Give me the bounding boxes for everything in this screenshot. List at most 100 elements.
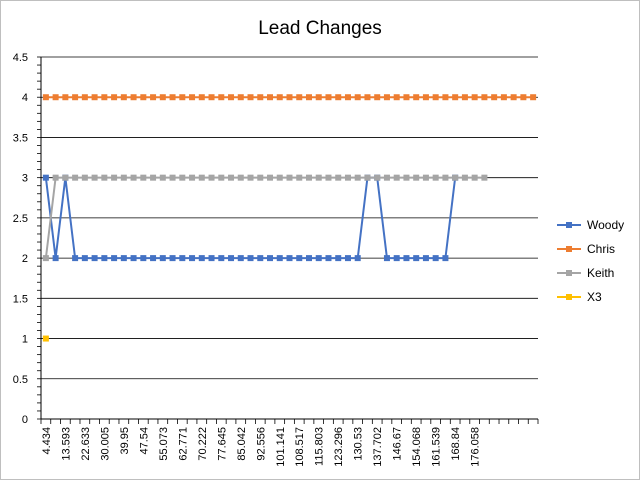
data-point (325, 174, 332, 181)
data-point (140, 255, 147, 262)
x-tick-label: 70.222 (197, 427, 209, 461)
data-point (81, 255, 88, 262)
data-point (62, 94, 69, 101)
data-point (42, 335, 49, 342)
data-point (81, 94, 88, 101)
data-point (267, 94, 274, 101)
data-point (189, 255, 196, 262)
data-point (374, 94, 381, 101)
x-tick-label: 4.434 (41, 427, 53, 455)
data-point (101, 174, 108, 181)
data-point (81, 174, 88, 181)
x-tick-label: 168.84 (450, 427, 462, 461)
series-x3 (42, 335, 49, 342)
data-point (403, 255, 410, 262)
legend: Woody Chris Keith X3 (557, 218, 624, 304)
data-point (422, 174, 429, 181)
data-point (237, 94, 244, 101)
data-point (354, 174, 361, 181)
x-tick-label: 146.67 (392, 427, 404, 461)
data-point (276, 174, 283, 181)
data-point (228, 255, 235, 262)
data-point (374, 174, 381, 181)
y-tick-label: 3.5 (13, 132, 28, 144)
chart-title: Lead Changes (258, 18, 382, 39)
data-point (364, 94, 371, 101)
axes: 0 0.5 1 1.5 2 2.5 3 3.5 4 4.5 4.434 13.593 22.633 30.… (13, 52, 539, 467)
y-tick-label: 3 (22, 173, 28, 185)
data-point (247, 174, 254, 181)
x-tick-label: 47.54 (138, 427, 150, 455)
series-line-keith (44, 176, 485, 259)
data-point (305, 255, 312, 262)
data-point (344, 255, 351, 262)
data-point (530, 94, 537, 101)
data-point (403, 94, 410, 101)
x-tick-label: 13.593 (60, 427, 72, 461)
data-point (72, 255, 79, 262)
data-point (198, 174, 205, 181)
data-point (62, 174, 69, 181)
data-point (91, 174, 98, 181)
data-point (208, 174, 215, 181)
x-tick-label: 176.058 (470, 427, 482, 467)
data-point (267, 174, 274, 181)
data-point (452, 94, 459, 101)
data-point (296, 174, 303, 181)
data-point (101, 255, 108, 262)
data-point (198, 94, 205, 101)
data-point (218, 255, 225, 262)
data-point (305, 174, 312, 181)
data-point (159, 255, 166, 262)
y-tick-label: 2 (22, 253, 28, 265)
data-point (325, 94, 332, 101)
series-keith (42, 174, 488, 262)
data-point (422, 94, 429, 101)
data-point (237, 255, 244, 262)
data-point (325, 255, 332, 262)
y-tick-label: 4.5 (13, 52, 28, 64)
y-tick-label: 1 (22, 334, 28, 346)
data-point (403, 174, 410, 181)
data-point (247, 255, 254, 262)
legend-label: Chris (587, 242, 615, 256)
data-point (218, 174, 225, 181)
data-point (52, 94, 59, 101)
data-point (344, 94, 351, 101)
data-point (169, 174, 176, 181)
legend-marker (566, 246, 572, 252)
y-tick-label: 0 (22, 414, 28, 426)
data-point (189, 174, 196, 181)
data-point (335, 255, 342, 262)
data-point (471, 94, 478, 101)
y-tick-label: 1.5 (13, 293, 28, 305)
legend-entry-keith: Keith (557, 266, 614, 280)
legend-label: Keith (587, 266, 614, 280)
data-point (111, 174, 118, 181)
x-tick-label: 22.633 (80, 427, 92, 461)
data-point (267, 255, 274, 262)
x-tick-label: 39.95 (119, 427, 131, 455)
data-point (189, 94, 196, 101)
x-tick-label: 62.771 (177, 427, 189, 461)
y-tick-label: 2.5 (13, 213, 28, 225)
data-point (413, 174, 420, 181)
data-point (91, 94, 98, 101)
legend-marker (566, 222, 572, 228)
data-point (130, 174, 137, 181)
data-point (208, 94, 215, 101)
data-point (140, 174, 147, 181)
data-point (91, 255, 98, 262)
data-point (471, 174, 478, 181)
data-point (510, 94, 517, 101)
x-tick-label: 30.005 (99, 427, 111, 461)
data-point (481, 94, 488, 101)
legend-entry-x3: X3 (557, 290, 602, 304)
data-point (130, 94, 137, 101)
x-tick-label: 154.068 (411, 427, 423, 467)
data-point (296, 255, 303, 262)
data-point (383, 174, 390, 181)
x-tick-label: 108.517 (294, 427, 306, 467)
data-point (364, 174, 371, 181)
x-tick-label: 77.645 (216, 427, 228, 461)
